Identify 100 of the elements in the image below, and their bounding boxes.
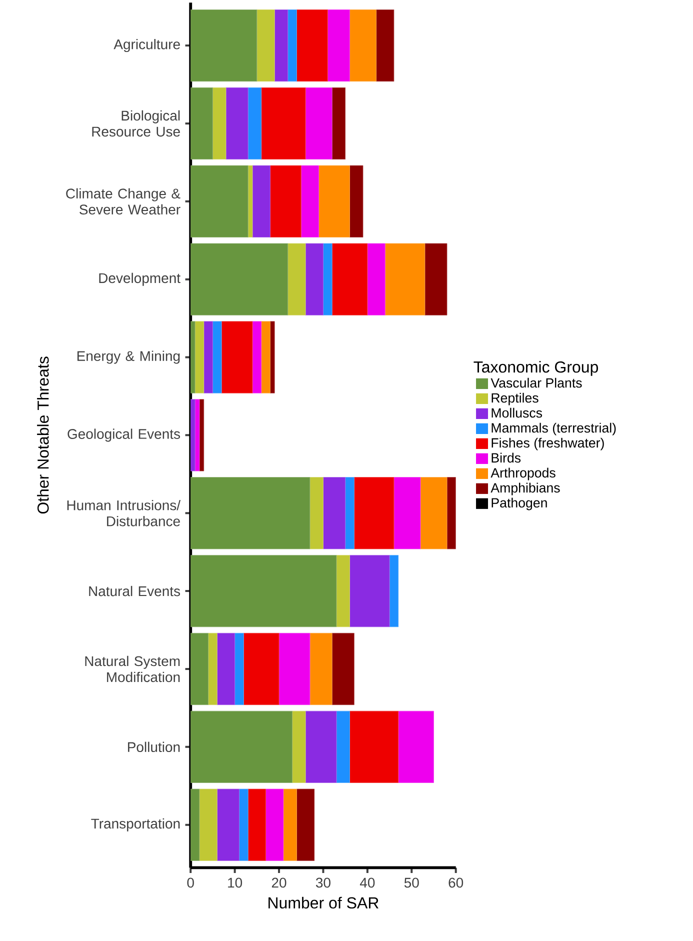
bar [420, 477, 448, 550]
bar [190, 632, 208, 706]
bar [190, 87, 213, 160]
y-tick-label: Biological Resource Use [92, 110, 180, 137]
bar [305, 710, 337, 783]
legend-label: Mammals (terrestrial) [492, 422, 616, 436]
bar [190, 477, 310, 550]
bar [190, 321, 196, 394]
bar [190, 788, 200, 861]
y-tick-label: Pollution [128, 742, 180, 752]
y-tick-label: Natural Events [89, 586, 180, 596]
bar [190, 710, 292, 783]
bar [322, 477, 346, 550]
bar [221, 321, 253, 394]
bar [261, 87, 306, 160]
bar [248, 788, 266, 861]
y-tick-label: Geological Events [68, 428, 180, 442]
bar [212, 321, 222, 394]
bar [336, 555, 350, 628]
bar [190, 399, 196, 472]
bar [349, 9, 376, 82]
y-tick-label: Agriculture [114, 39, 180, 52]
bar [310, 477, 324, 550]
bar [349, 555, 390, 628]
bar [194, 399, 200, 472]
y-tick-label: Natural System Modification [85, 656, 180, 682]
legend-label: Birds [492, 452, 521, 463]
bar [300, 165, 319, 238]
bar [256, 9, 275, 82]
bar [266, 788, 284, 861]
bar [234, 632, 244, 706]
y-tick-label: Transportation [91, 818, 180, 832]
bar [292, 710, 306, 783]
bar [332, 632, 354, 706]
bar [296, 788, 315, 861]
x-tick-label: 50 [404, 878, 419, 888]
x-axis-title: Number of SAR [268, 896, 378, 909]
bar [252, 321, 262, 394]
bar [367, 243, 386, 316]
bar [270, 321, 275, 394]
legend-label: Fishes (freshwater) [492, 438, 604, 450]
legend-label: Vascular Plants [490, 378, 582, 388]
bar [394, 477, 421, 550]
y-tick-label: Climate Change & Severe Weather [66, 188, 180, 215]
bar [376, 9, 394, 82]
bar [349, 165, 364, 238]
bar [310, 632, 332, 706]
bar [305, 243, 324, 316]
bar [389, 555, 399, 628]
bar [248, 87, 262, 160]
bar [332, 243, 368, 316]
bar [322, 243, 332, 316]
bar [288, 243, 306, 316]
bar [288, 9, 297, 82]
bar [354, 477, 394, 550]
x-tick-label: 60 [448, 878, 464, 888]
legend-label: Reptiles [492, 392, 538, 406]
bar [305, 87, 332, 160]
x-tick-label: 0 [187, 878, 194, 888]
legend-label: Molluscs [492, 408, 542, 418]
y-tick-label: Energy & Mining [77, 350, 180, 364]
y-tick-label: Development [99, 272, 180, 286]
bar [270, 165, 302, 238]
bar [190, 243, 288, 316]
bar [327, 9, 350, 82]
bar [226, 87, 248, 160]
bar [212, 87, 226, 160]
bar [194, 321, 204, 394]
bar [274, 9, 288, 82]
y-axis-title: Other Notable Threats [36, 356, 49, 514]
legend-label: Amphibians [490, 482, 560, 496]
bar [216, 632, 235, 706]
bar [252, 165, 270, 238]
y-tick-label: Human Intrusions/ Disturbance [67, 500, 180, 526]
bar [345, 477, 354, 550]
bar [318, 165, 350, 238]
bar [216, 788, 240, 861]
bar [204, 321, 213, 394]
bar [283, 788, 297, 861]
bar [243, 632, 280, 706]
bar [336, 710, 350, 783]
legend-title: Taxonomic Group [474, 360, 598, 376]
bar [248, 165, 253, 238]
bar [332, 87, 346, 160]
bar [261, 321, 270, 394]
bar [199, 788, 218, 861]
legend-label: Arthropods [490, 468, 556, 480]
legend-label: Pathogen [492, 498, 547, 510]
bar [238, 788, 248, 861]
x-tick-label: 40 [360, 878, 375, 888]
bar [424, 243, 448, 316]
bar [278, 632, 310, 706]
x-tick-label: 30 [316, 878, 330, 888]
bar [296, 9, 328, 82]
bar [398, 710, 434, 783]
bar [190, 165, 248, 238]
bar [384, 243, 426, 316]
bar [190, 9, 258, 82]
bar [446, 477, 456, 550]
bar [208, 632, 218, 706]
